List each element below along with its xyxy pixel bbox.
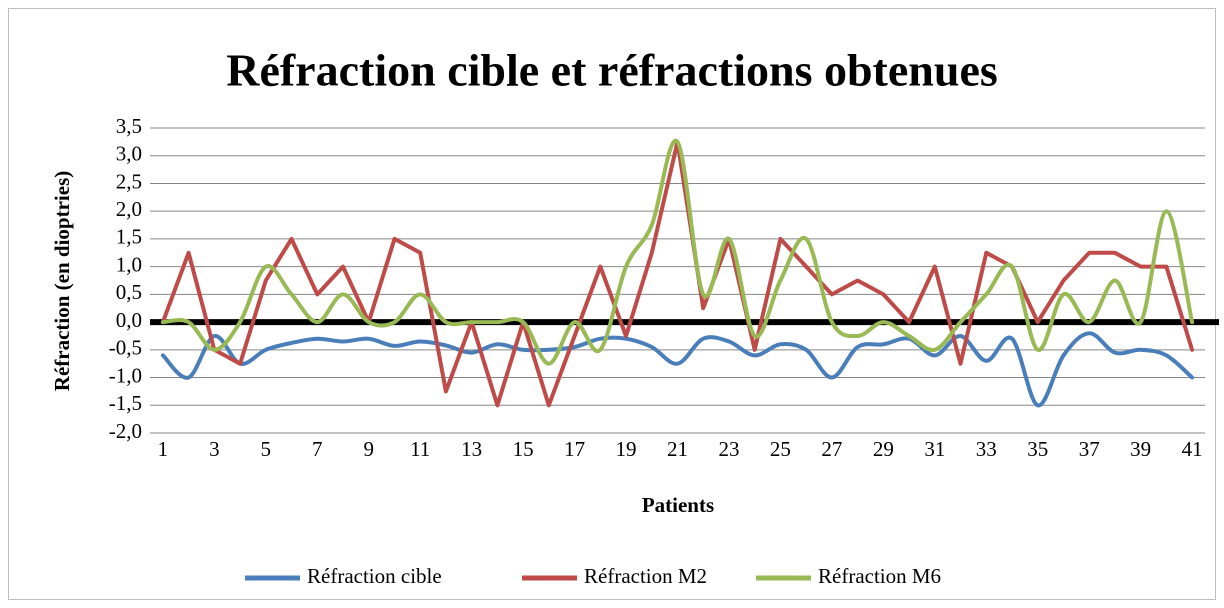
x-tick-label: 33 <box>976 437 997 461</box>
y-tick-label: 1,5 <box>116 225 142 249</box>
x-tick-label: 31 <box>924 437 945 461</box>
x-tick-label: 23 <box>718 437 739 461</box>
x-tick-label: 39 <box>1130 437 1151 461</box>
x-axis-label: Patients <box>642 493 714 517</box>
x-tick-label: 3 <box>209 437 220 461</box>
y-axis-label: Réfraction (en dioptries) <box>50 171 74 391</box>
x-tick-label: 13 <box>461 437 482 461</box>
x-tick-label: 29 <box>873 437 894 461</box>
legend-label: Réfraction cible <box>307 564 442 588</box>
x-tick-label: 35 <box>1027 437 1048 461</box>
chart-title: Réfraction cible et réfractions obtenues <box>226 45 998 96</box>
y-tick-label: -0,5 <box>109 336 142 360</box>
y-tick-label: 0,0 <box>116 308 142 332</box>
y-tick-label: 1,0 <box>116 252 142 276</box>
y-tick-label: -1,0 <box>109 363 142 387</box>
x-tick-label: 37 <box>1079 437 1100 461</box>
x-tick-label: 11 <box>410 437 430 461</box>
chart-border <box>8 8 1216 600</box>
x-tick-label: 19 <box>616 437 637 461</box>
x-tick-label: 17 <box>564 437 585 461</box>
y-tick-label: 3,5 <box>116 114 142 138</box>
y-tick-label: 3,0 <box>116 142 142 166</box>
x-tick-label: 21 <box>667 437 688 461</box>
legend-label: Réfraction M2 <box>584 564 707 588</box>
x-tick-label: 9 <box>363 437 374 461</box>
x-tick-label: 1 <box>158 437 169 461</box>
y-tick-label: 2,5 <box>116 169 142 193</box>
x-tick-label: 5 <box>261 437 272 461</box>
x-tick-label: 41 <box>1182 437 1203 461</box>
y-tick-label: 2,0 <box>116 197 142 221</box>
x-tick-label: 7 <box>312 437 323 461</box>
y-tick-label: -1,5 <box>109 391 142 415</box>
x-tick-label: 27 <box>821 437 842 461</box>
line-series <box>160 138 1195 366</box>
x-tick-label: 15 <box>513 437 534 461</box>
legend-label: Réfraction M6 <box>818 564 941 588</box>
x-tick-label: 25 <box>770 437 791 461</box>
line-series <box>160 331 1195 408</box>
y-tick-label: -2,0 <box>109 419 142 443</box>
y-tick-label: 0,5 <box>116 280 142 304</box>
